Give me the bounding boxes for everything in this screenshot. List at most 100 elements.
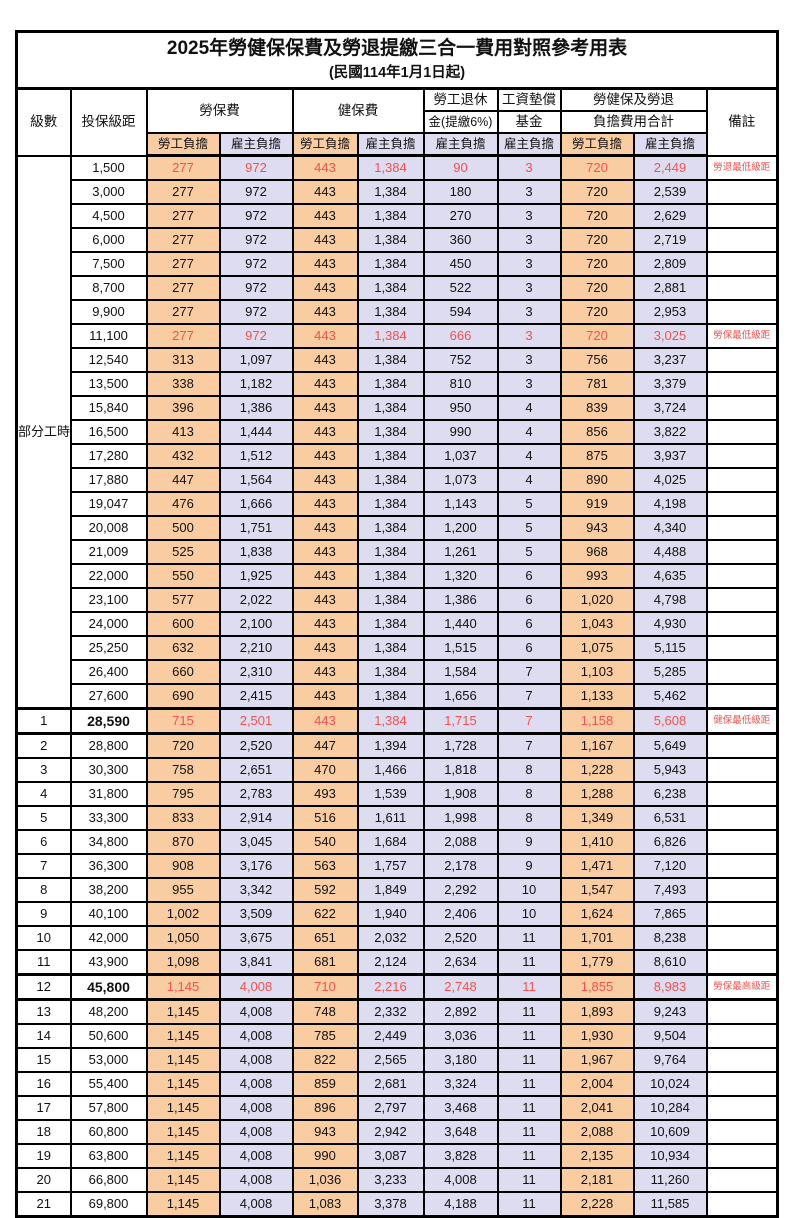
cell-total-employee: 839 <box>559 395 635 421</box>
cell-remark <box>705 1191 779 1218</box>
cell-total-employer: 5,649 <box>632 732 708 759</box>
cell-labor-ins-employee: 550 <box>145 563 221 589</box>
cell-total-employee: 1,103 <box>559 659 635 685</box>
cell-labor-ins-employee: 908 <box>145 853 221 879</box>
cell-health-ins-employer: 2,449 <box>356 1023 425 1049</box>
cell-total-employer: 3,025 <box>632 323 708 349</box>
cell-remark <box>705 1023 779 1049</box>
cell-health-ins-employer: 1,384 <box>356 395 425 421</box>
cell-total-employee: 1,779 <box>559 949 635 976</box>
cell-wage-fund-employer: 6 <box>496 611 562 637</box>
cell-total-employee: 890 <box>559 467 635 493</box>
cell-wage-fund-employer: 8 <box>496 781 562 807</box>
cell-total-employee: 1,410 <box>559 829 635 855</box>
cell-pension-employer: 4,188 <box>422 1191 499 1218</box>
cell-level: 19 <box>15 1143 72 1169</box>
cell-labor-ins-employee: 1,145 <box>145 973 221 1001</box>
cell-level: 10 <box>15 925 72 951</box>
header-pension-line1: 勞工退休 <box>422 87 499 112</box>
table-row: 11,100 277 972 443 1,384 666 3 720 3,025 勞保最低級距 <box>17 323 779 349</box>
cell-total-employer: 4,635 <box>632 563 708 589</box>
cell-labor-ins-employee: 690 <box>145 683 221 710</box>
cell-health-ins-employer: 1,539 <box>356 781 425 807</box>
cell-pension-employer: 3,324 <box>422 1071 499 1097</box>
cell-wage-fund-employer: 10 <box>496 877 562 903</box>
cell-wage-fund-employer: 5 <box>496 491 562 517</box>
cell-total-employee: 756 <box>559 347 635 373</box>
cell-remark <box>705 587 779 613</box>
header-total-line2: 負擔費用合計 <box>559 110 708 134</box>
cell-pension-employer: 4,008 <box>422 1167 499 1193</box>
cell-health-ins-employee: 470 <box>291 757 359 783</box>
cell-labor-ins-employee: 396 <box>145 395 221 421</box>
table-row: 1 28,590 715 2,501 443 1,384 1,715 7 1,158 5,608 健… <box>15 707 779 735</box>
cell-wage-fund-employer: 11 <box>496 1143 562 1169</box>
cell-labor-ins-employer: 1,666 <box>218 491 294 517</box>
table-row: 9 40,100 1,002 3,509 622 1,940 2,406 10 1,624 7,8… <box>15 901 779 927</box>
cell-labor-ins-employer: 972 <box>218 203 294 229</box>
cell-remark <box>705 781 779 807</box>
cell-total-employee: 720 <box>559 179 635 205</box>
cell-level: 17 <box>15 1095 72 1121</box>
cell-labor-ins-employee: 277 <box>145 203 221 229</box>
cell-pension-employer: 1,656 <box>422 683 499 710</box>
cell-labor-ins-employee: 577 <box>145 587 221 613</box>
cell-health-ins-employee: 443 <box>291 659 359 685</box>
cell-total-employee: 1,930 <box>559 1023 635 1049</box>
cell-wage-fund-employer: 3 <box>496 227 562 253</box>
cell-remark <box>705 925 779 951</box>
cell-labor-ins-employer: 2,914 <box>218 805 294 831</box>
cell-health-ins-employee: 493 <box>291 781 359 807</box>
cell-labor-ins-employee: 277 <box>145 323 221 349</box>
table-row: 14 50,600 1,145 4,008 785 2,449 3,036 11 1,930 9,… <box>15 1023 779 1049</box>
cell-total-employer: 2,719 <box>632 227 708 253</box>
cell-bracket: 57,800 <box>69 1095 148 1121</box>
cell-bracket: 36,300 <box>69 853 148 879</box>
title-row: 2025年勞健保保費及勞退提繳三合一費用對照參考用表 (民國114年1月1日起) <box>15 30 779 90</box>
cell-labor-ins-employee: 1,145 <box>145 1095 221 1121</box>
cell-bracket: 16,500 <box>69 419 148 445</box>
cell-remark <box>705 805 779 831</box>
cell-total-employer: 8,610 <box>632 949 708 976</box>
cell-bracket: 28,590 <box>69 707 148 735</box>
cell-total-employee: 1,893 <box>559 998 635 1025</box>
cell-health-ins-employee: 443 <box>291 395 359 421</box>
cell-bracket: 17,280 <box>69 443 148 469</box>
subheader-row: 勞工負擔 雇主負擔 勞工負擔 雇主負擔 雇主負擔 雇主負擔 勞工負擔 雇主負擔 <box>17 132 778 157</box>
cell-total-employee: 1,133 <box>559 683 635 710</box>
cell-total-employee: 720 <box>559 299 635 325</box>
cell-health-ins-employer: 1,384 <box>356 443 425 469</box>
cell-labor-ins-employer: 4,008 <box>218 973 294 1001</box>
table-row: 18 60,800 1,145 4,008 943 2,942 3,648 11 2,088 10… <box>15 1119 779 1145</box>
cell-health-ins-employer: 1,684 <box>356 829 425 855</box>
cell-labor-ins-employee: 1,145 <box>145 1071 221 1097</box>
cell-health-ins-employer: 1,384 <box>356 227 425 253</box>
header-row-1: 級數 投保級距 勞保費 健保費 勞工退休 工資墊償 勞健保及勞退 備註 <box>15 87 779 157</box>
cell-labor-ins-employer: 1,182 <box>218 371 294 397</box>
cell-health-ins-employee: 443 <box>291 491 359 517</box>
cell-remark <box>705 635 779 661</box>
cell-remark <box>705 443 779 469</box>
cell-health-ins-employee: 443 <box>291 227 359 253</box>
cell-bracket: 15,840 <box>69 395 148 421</box>
table-row: 19 63,800 1,145 4,008 990 3,087 3,828 11 2,135 10… <box>15 1143 779 1169</box>
cell-bracket: 20,008 <box>69 515 148 541</box>
cell-labor-ins-employer: 1,838 <box>218 539 294 565</box>
cell-health-ins-employer: 3,087 <box>356 1143 425 1169</box>
cell-pension-employer: 752 <box>422 347 499 373</box>
title-cell: 2025年勞健保保費及勞退提繳三合一費用對照參考用表 (民國114年1月1日起) <box>15 30 779 90</box>
cell-labor-ins-employee: 1,098 <box>145 949 221 976</box>
cell-total-employer: 6,238 <box>632 781 708 807</box>
cell-pension-employer: 2,178 <box>422 853 499 879</box>
cell-health-ins-employer: 2,681 <box>356 1071 425 1097</box>
table-row: 17,880 447 1,564 443 1,384 1,073 4 890 4,025 <box>17 467 779 493</box>
cell-health-ins-employee: 443 <box>291 467 359 493</box>
subheader-total-employee: 勞工負擔 <box>559 132 635 157</box>
cell-labor-ins-employer: 1,751 <box>218 515 294 541</box>
table-row: 23,100 577 2,022 443 1,384 1,386 6 1,020 4,798 <box>17 587 779 613</box>
page-title: 2025年勞健保保費及勞退提繳三合一費用對照參考用表 <box>166 38 628 59</box>
cell-labor-ins-employer: 4,008 <box>218 1095 294 1121</box>
cell-labor-ins-employee: 1,145 <box>145 1143 221 1169</box>
cell-remark <box>705 563 779 589</box>
cell-health-ins-employee: 443 <box>291 323 359 349</box>
